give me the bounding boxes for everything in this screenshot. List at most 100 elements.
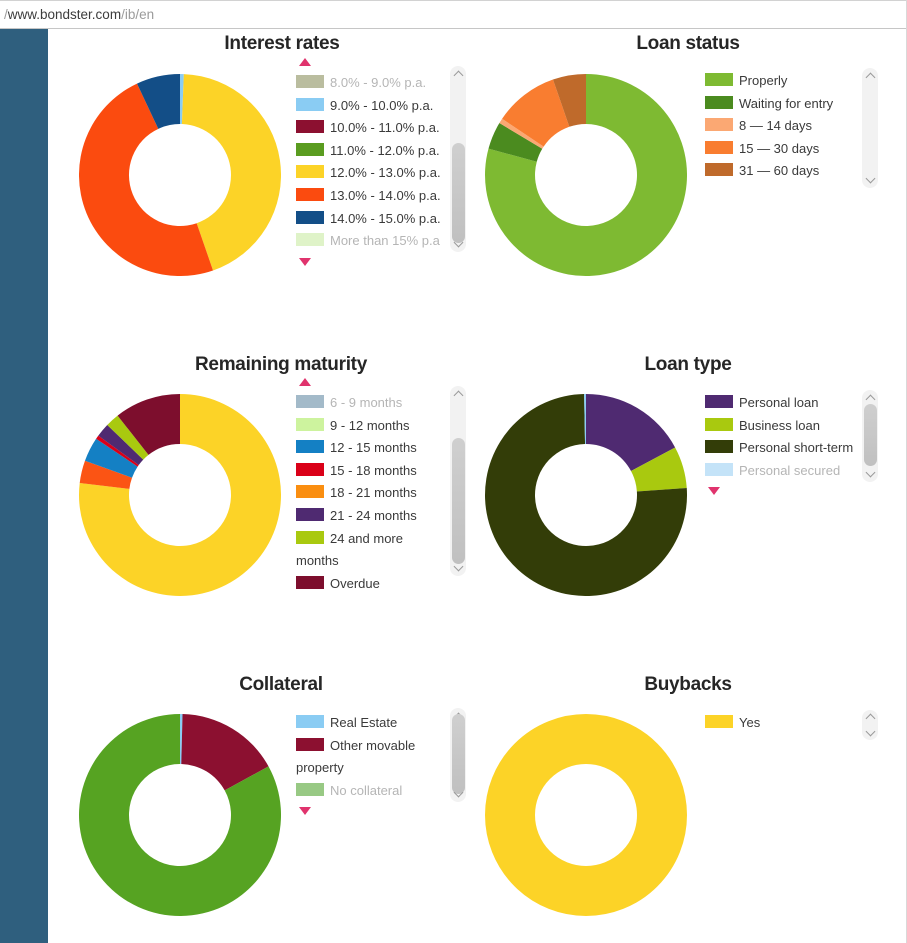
legend-item[interactable]: Overdue: [296, 573, 448, 596]
legend-item[interactable]: Other movable property: [296, 735, 446, 780]
legend-scrollbar[interactable]: [450, 708, 466, 802]
legend-scroll-down-icon[interactable]: [708, 487, 720, 496]
legend-item[interactable]: More than 15% p.a: [296, 230, 448, 253]
donut-slice[interactable]: [137, 74, 180, 129]
sidebar: [0, 29, 48, 943]
legend-item[interactable]: Real Estate: [296, 712, 446, 735]
legend-item[interactable]: Business loan: [705, 415, 857, 438]
legend-scrollbar[interactable]: [862, 390, 878, 482]
scrollbar-down-icon[interactable]: [865, 726, 875, 737]
chart-legend: Personal loan Business loan Personal short…: [705, 392, 857, 496]
legend-swatch: [705, 462, 733, 476]
legend-item[interactable]: 15 — 30 days: [705, 138, 857, 161]
donut-slice[interactable]: [84, 438, 138, 478]
address-bar[interactable]: /www.bondster.com/ib/en: [0, 0, 906, 29]
donut-slice[interactable]: [107, 415, 149, 460]
legend-scrollbar[interactable]: [862, 710, 878, 740]
donut-slice[interactable]: [117, 394, 180, 455]
donut-slice[interactable]: [552, 74, 586, 127]
legend-label: 9 - 12 months: [330, 417, 410, 433]
donut-slice[interactable]: [98, 424, 144, 466]
donut-slice[interactable]: [79, 714, 281, 916]
legend-label: 31 — 60 days: [739, 163, 820, 179]
donut-slice[interactable]: [502, 79, 570, 147]
legend-swatch: [296, 210, 324, 224]
legend-item[interactable]: 31 — 60 days: [705, 160, 857, 183]
donut-slice[interactable]: [181, 714, 269, 791]
scrollbar-thumb[interactable]: [451, 438, 465, 564]
legend-label: Business loan: [739, 417, 820, 433]
scrollbar-up-icon[interactable]: [865, 72, 875, 83]
legend-item[interactable]: 13.0% - 14.0% p.a.: [296, 185, 448, 208]
legend-item[interactable]: 9.0% - 10.0% p.a.: [296, 95, 448, 118]
legend-scroll-down-icon[interactable]: [299, 807, 311, 816]
legend-item[interactable]: 24 and more months: [296, 528, 448, 573]
scrollbar-thumb[interactable]: [863, 404, 877, 466]
legend-item[interactable]: 12.0% - 13.0% p.a.: [296, 162, 448, 185]
legend-item[interactable]: Waiting for entry: [705, 93, 857, 116]
legend-swatch: [705, 95, 733, 109]
donut-slice[interactable]: [180, 74, 184, 125]
donut-slice[interactable]: [586, 394, 676, 471]
legend-scrollbar[interactable]: [862, 68, 878, 188]
legend-label: More than 15% p.a: [330, 233, 440, 249]
legend-item[interactable]: Properly: [705, 70, 857, 93]
donut-slice[interactable]: [79, 83, 214, 276]
donut-slice[interactable]: [584, 394, 586, 445]
legend-item[interactable]: 6 - 9 months: [296, 392, 448, 415]
legend-item[interactable]: 8.0% - 9.0% p.a.: [296, 72, 448, 95]
legend-item[interactable]: 10.0% - 11.0% p.a.: [296, 117, 448, 140]
donut-slice[interactable]: [79, 394, 281, 596]
donut-chart: [79, 394, 281, 596]
legend-scrollbar[interactable]: [450, 386, 466, 576]
legend-item[interactable]: 8 — 14 days: [705, 115, 857, 138]
donut-slice[interactable]: [488, 123, 543, 162]
donut-slice[interactable]: [485, 394, 687, 596]
scrollbar-up-icon[interactable]: [865, 713, 875, 724]
donut-slice[interactable]: [485, 74, 687, 276]
legend-item[interactable]: 12 - 15 months: [296, 437, 448, 460]
legend-item[interactable]: Personal secured: [705, 460, 857, 483]
donut-slice[interactable]: [96, 435, 139, 467]
legend-item[interactable]: 11.0% - 12.0% p.a.: [296, 140, 448, 163]
legend-item[interactable]: 15 - 18 months: [296, 460, 448, 483]
legend-swatch: [296, 142, 324, 156]
legend-item[interactable]: Personal loan: [705, 392, 857, 415]
chart-title: Interest rates: [224, 33, 340, 54]
legend-label: Personal secured: [739, 462, 841, 478]
legend-scroll-down-icon[interactable]: [299, 257, 311, 266]
legend-scroll-up-icon[interactable]: [299, 378, 311, 386]
scrollbar-up-icon[interactable]: [453, 70, 463, 81]
scrollbar-up-icon[interactable]: [453, 390, 463, 401]
scrollbar-thumb[interactable]: [451, 714, 465, 794]
donut-slice[interactable]: [181, 74, 281, 271]
legend-item[interactable]: 21 - 24 months: [296, 505, 448, 528]
url-path: /ib/en: [121, 7, 155, 22]
legend-swatch: [296, 120, 324, 134]
donut-slice[interactable]: [499, 118, 544, 149]
legend-label: Personal loan: [739, 395, 819, 410]
legend-item[interactable]: Yes: [705, 712, 857, 735]
legend-item[interactable]: 9 - 12 months: [296, 415, 448, 438]
legend-item[interactable]: Personal short-term: [705, 437, 857, 460]
legend-label: Real Estate: [330, 715, 398, 730]
scrollbar-thumb[interactable]: [451, 143, 465, 243]
scrollbar-up-icon[interactable]: [865, 394, 875, 405]
donut-chart: [485, 394, 687, 596]
legend-swatch: [705, 395, 733, 408]
legend-item[interactable]: 14.0% - 15.0% p.a.: [296, 208, 448, 231]
legend-item[interactable]: 18 - 21 months: [296, 482, 448, 505]
legend-label: 9.0% - 10.0% p.a.: [330, 97, 434, 113]
donut-slice[interactable]: [79, 460, 133, 489]
legend-item[interactable]: No collateral: [296, 780, 446, 803]
donut-slice[interactable]: [485, 714, 687, 916]
legend-scrollbar[interactable]: [450, 66, 466, 252]
legend-swatch: [296, 165, 324, 179]
legend-swatch: [296, 507, 324, 521]
scrollbar-down-icon[interactable]: [865, 173, 875, 184]
legend-scroll-up-icon[interactable]: [299, 58, 311, 66]
donut-slice[interactable]: [631, 447, 687, 492]
donut-slice[interactable]: [180, 714, 183, 765]
scrollbar-down-icon[interactable]: [865, 467, 875, 478]
